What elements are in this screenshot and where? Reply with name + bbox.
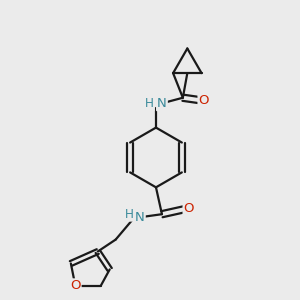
Text: H: H — [125, 208, 134, 221]
Text: N: N — [157, 97, 167, 110]
Text: O: O — [199, 94, 209, 107]
Text: N: N — [135, 211, 145, 224]
Text: O: O — [184, 202, 194, 215]
Text: H: H — [145, 97, 154, 110]
Text: O: O — [70, 279, 81, 292]
